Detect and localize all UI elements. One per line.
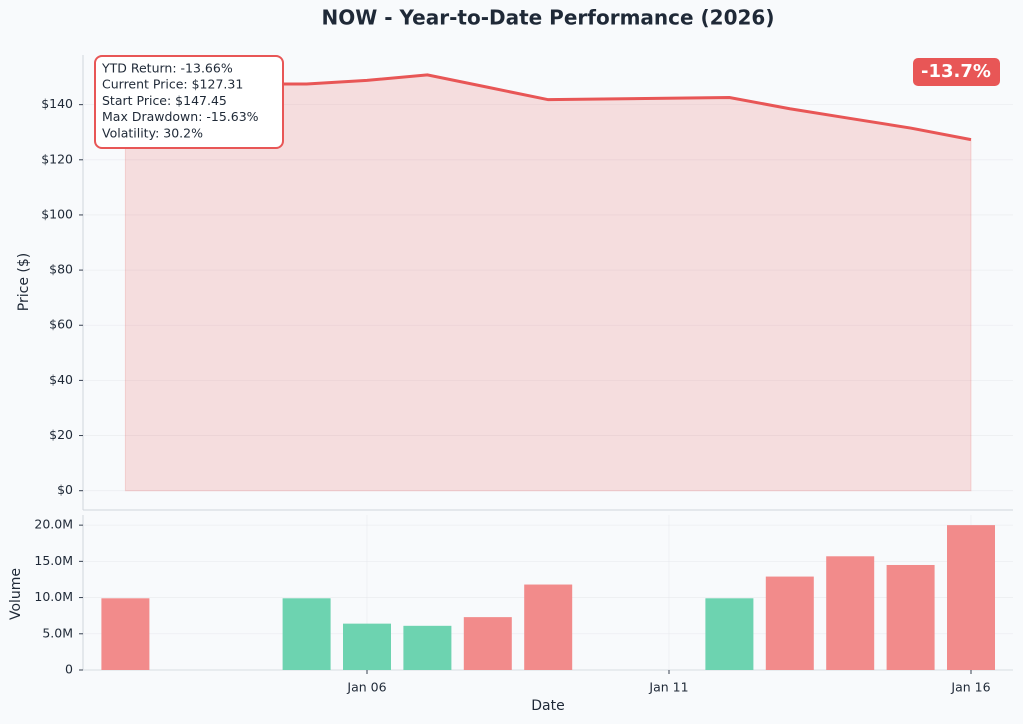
y-tick-label: $20 xyxy=(49,427,73,442)
stats-text: Start Price: $147.45 xyxy=(102,93,227,108)
volume-bar xyxy=(101,598,150,670)
volume-bar xyxy=(524,584,573,670)
x-axis-label: Date xyxy=(531,698,564,714)
volume-bar xyxy=(705,598,754,670)
volume-bar xyxy=(463,617,512,670)
x-tick-label: Jan 06 xyxy=(346,680,386,695)
x-tick-label: Jan 16 xyxy=(950,680,990,695)
volume-bar xyxy=(282,598,331,670)
volume-bar xyxy=(765,576,814,670)
stats-box: YTD Return: -13.66%Current Price: $127.3… xyxy=(94,55,284,149)
y-tick-label: 15.0M xyxy=(34,553,73,568)
y-tick-label: 10.0M xyxy=(34,589,73,604)
y-tick-label: 0 xyxy=(65,662,73,677)
return-badge: -13.7% xyxy=(921,61,991,82)
y-tick-label: 5.0M xyxy=(42,625,73,640)
stats-text: Volatility: 30.2% xyxy=(102,125,203,140)
volume-bar xyxy=(343,623,391,670)
y-tick-label: $100 xyxy=(41,206,73,221)
y-tick-label: $40 xyxy=(49,372,73,387)
return-badge-bg xyxy=(913,58,1000,86)
y-axis-label: Price ($) xyxy=(16,253,32,311)
volume-bar xyxy=(826,556,875,670)
volume-bar xyxy=(947,525,995,670)
y-tick-label: $80 xyxy=(49,262,73,277)
stats-box-frame xyxy=(94,55,284,149)
y-tick-label: $140 xyxy=(41,96,73,111)
y-tick-label: $120 xyxy=(41,151,73,166)
x-tick-label: Jan 11 xyxy=(648,680,688,695)
price-line xyxy=(125,73,972,142)
stats-text: Max Drawdown: -15.63% xyxy=(102,109,259,124)
y-axis-label: Volume xyxy=(8,568,24,620)
y-tick-label: $0 xyxy=(57,482,73,497)
y-tick-label: 20.0M xyxy=(34,517,73,532)
chart-title: NOW - Year-to-Date Performance (2026) xyxy=(322,6,775,30)
stats-text: Current Price: $127.31 xyxy=(102,77,243,92)
y-tick-label: $60 xyxy=(49,317,73,332)
stats-text: YTD Return: -13.66% xyxy=(101,61,233,76)
volume-bar xyxy=(403,625,452,670)
volume-bar xyxy=(886,564,935,670)
